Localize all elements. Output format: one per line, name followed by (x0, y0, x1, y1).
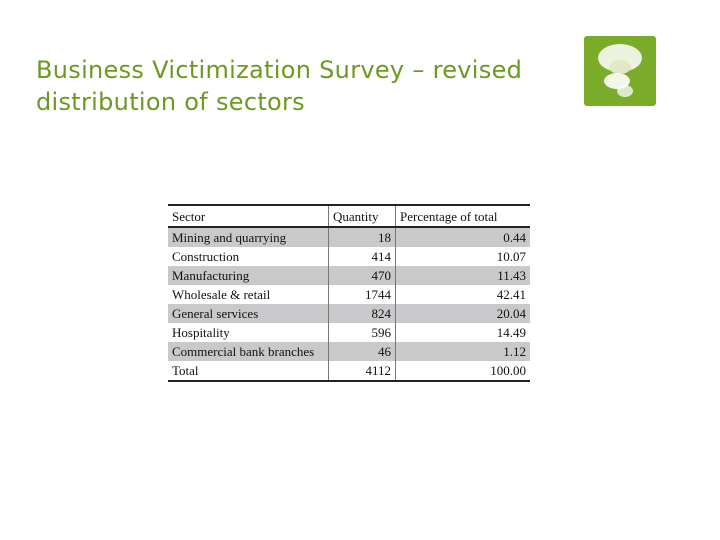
column-header-quantity: Quantity (328, 204, 396, 228)
sector-cell: Hospitality (172, 325, 230, 340)
percentage-cell: 1.12 (395, 342, 530, 361)
total-quantity-cell: 4112 (328, 361, 396, 382)
total-label-cell: Total (168, 361, 329, 382)
percentage-cell: 20.04 (395, 304, 530, 323)
quantity-cell: 1744 (328, 285, 396, 304)
percentage-cell: 14.49 (395, 323, 530, 342)
sector-cell: General services (168, 304, 329, 323)
quantity-cell: 46 (328, 342, 396, 361)
table-row: Hospitality 596 14.49 (168, 323, 530, 342)
table-header-row: Sector Quantity Percentage of total (168, 204, 530, 228)
percentage-cell: 42.41 (395, 285, 530, 304)
table-row: Commercial bank branches 46 1.12 (168, 342, 530, 361)
sector-cell: Construction (172, 249, 240, 264)
logo (584, 36, 656, 106)
table-row: Construction 414 10.07 (168, 247, 530, 266)
sector-cell: Commercial bank branches (168, 342, 329, 361)
slide-title: Business Victimization Survey – revised … (36, 54, 576, 118)
quantity-cell: 18 (328, 227, 396, 247)
sector-cell: Manufacturing (168, 266, 329, 285)
quantity-cell: 596 (328, 323, 396, 342)
percentage-cell: 11.43 (395, 266, 530, 285)
sector-cell: Wholesale & retail (172, 287, 271, 302)
slide-title-line-1: Business Victimization Survey – revised (36, 56, 523, 84)
table-row: Wholesale & retail 1744 42.41 (168, 285, 530, 304)
total-percentage-cell: 100.00 (395, 361, 530, 382)
table-row: Manufacturing 470 11.43 (168, 266, 530, 285)
table-row: Mining and quarrying 18 0.44 (168, 227, 530, 247)
quantity-cell: 824 (328, 304, 396, 323)
sector-cell: Mining and quarrying (168, 227, 329, 247)
quantity-cell: 470 (328, 266, 396, 285)
speech-bubbles-icon (598, 44, 642, 97)
table-row: General services 824 20.04 (168, 304, 530, 323)
column-header-sector: Sector (168, 204, 329, 228)
sector-distribution-table: Sector Quantity Percentage of total Mini… (168, 204, 530, 382)
sector-table-container: Sector Quantity Percentage of total Mini… (168, 204, 530, 382)
slide-title-line-2: distribution of sectors (36, 88, 305, 116)
table-total-row: Total 4112 100.00 (168, 361, 530, 382)
percentage-cell: 0.44 (395, 227, 530, 247)
percentage-cell: 10.07 (395, 247, 530, 266)
column-header-percentage: Percentage of total (395, 204, 530, 228)
quantity-cell: 414 (328, 247, 396, 266)
